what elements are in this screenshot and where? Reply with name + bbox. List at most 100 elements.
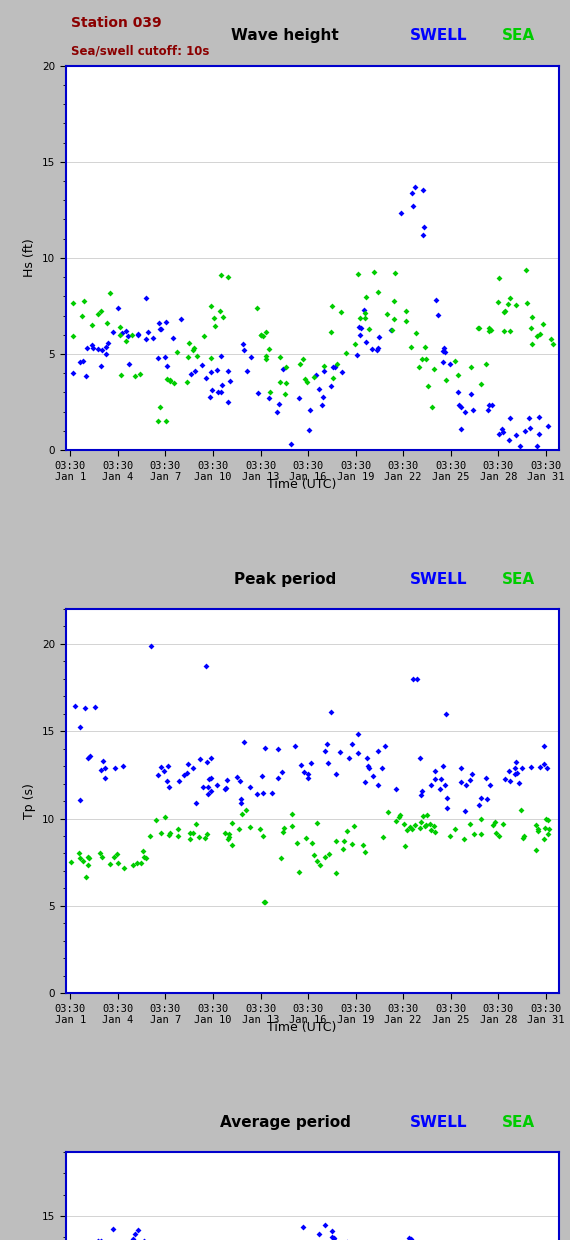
Point: [121, 331, 131, 351]
Point: [524, 408, 534, 428]
Point: [386, 320, 395, 340]
Point: [280, 384, 289, 404]
Point: [96, 760, 105, 780]
Text: Wave height: Wave height: [231, 29, 339, 43]
Point: [383, 305, 392, 325]
Point: [312, 813, 321, 833]
Point: [520, 422, 529, 441]
Point: [328, 1228, 337, 1240]
Point: [237, 789, 246, 808]
Point: [477, 374, 486, 394]
Point: [275, 372, 284, 392]
Point: [133, 325, 142, 345]
Point: [408, 184, 417, 203]
Point: [544, 823, 553, 843]
Point: [332, 863, 341, 883]
Text: Time (UTC): Time (UTC): [267, 477, 337, 491]
Point: [260, 738, 270, 758]
Point: [540, 818, 549, 838]
Point: [83, 856, 92, 875]
Point: [247, 347, 256, 367]
Point: [157, 758, 166, 777]
Point: [467, 357, 476, 377]
Point: [131, 366, 140, 386]
Point: [162, 356, 172, 376]
Point: [355, 325, 364, 345]
Point: [431, 769, 440, 789]
Point: [235, 771, 245, 791]
Point: [450, 351, 459, 371]
Point: [460, 801, 469, 821]
Point: [281, 357, 290, 377]
Point: [287, 804, 296, 823]
Point: [348, 835, 357, 854]
Point: [128, 325, 137, 345]
Point: [174, 826, 183, 846]
Point: [519, 827, 528, 847]
Point: [114, 853, 123, 873]
Point: [410, 177, 420, 197]
Point: [442, 797, 451, 817]
Point: [397, 1235, 406, 1240]
Point: [218, 376, 227, 396]
Point: [223, 392, 232, 412]
Point: [469, 825, 478, 844]
Point: [124, 326, 133, 346]
Point: [84, 848, 93, 868]
Point: [535, 424, 544, 444]
Point: [309, 367, 318, 387]
Point: [522, 293, 531, 312]
Point: [424, 376, 433, 396]
Point: [373, 775, 382, 795]
Point: [260, 893, 270, 913]
Point: [78, 351, 87, 371]
Point: [460, 403, 469, 423]
Point: [504, 430, 514, 450]
Point: [488, 815, 497, 835]
Text: Sea/swell cutoff: 10s: Sea/swell cutoff: 10s: [71, 45, 210, 57]
Point: [441, 704, 450, 724]
Point: [80, 698, 89, 718]
Point: [184, 347, 193, 367]
Point: [542, 759, 551, 779]
Point: [299, 1216, 308, 1236]
Point: [239, 732, 249, 751]
Point: [256, 325, 266, 345]
Point: [95, 1239, 104, 1240]
Point: [91, 1238, 100, 1240]
Point: [226, 371, 235, 391]
Point: [227, 835, 236, 854]
Text: Time (UTC): Time (UTC): [267, 1021, 337, 1034]
Point: [510, 764, 519, 784]
Point: [206, 768, 215, 787]
Point: [116, 325, 125, 345]
Point: [252, 298, 261, 317]
Point: [331, 764, 340, 784]
Point: [278, 763, 287, 782]
Point: [68, 326, 78, 346]
Point: [500, 769, 510, 789]
Point: [361, 332, 370, 352]
Point: [166, 371, 175, 391]
Point: [413, 668, 422, 688]
Point: [510, 758, 519, 777]
Point: [392, 811, 401, 831]
Point: [114, 1234, 123, 1240]
Point: [457, 397, 466, 417]
Point: [96, 300, 105, 320]
Point: [276, 347, 285, 367]
Point: [165, 372, 174, 392]
Point: [402, 820, 411, 839]
Point: [139, 1231, 148, 1240]
Point: [531, 841, 540, 861]
Point: [184, 332, 193, 352]
Point: [83, 847, 92, 867]
Point: [485, 775, 494, 795]
Point: [297, 755, 306, 775]
Point: [202, 751, 211, 771]
Point: [505, 761, 514, 781]
Point: [302, 828, 311, 848]
Point: [162, 412, 171, 432]
Point: [533, 436, 542, 456]
Text: Average period: Average period: [219, 1115, 351, 1130]
